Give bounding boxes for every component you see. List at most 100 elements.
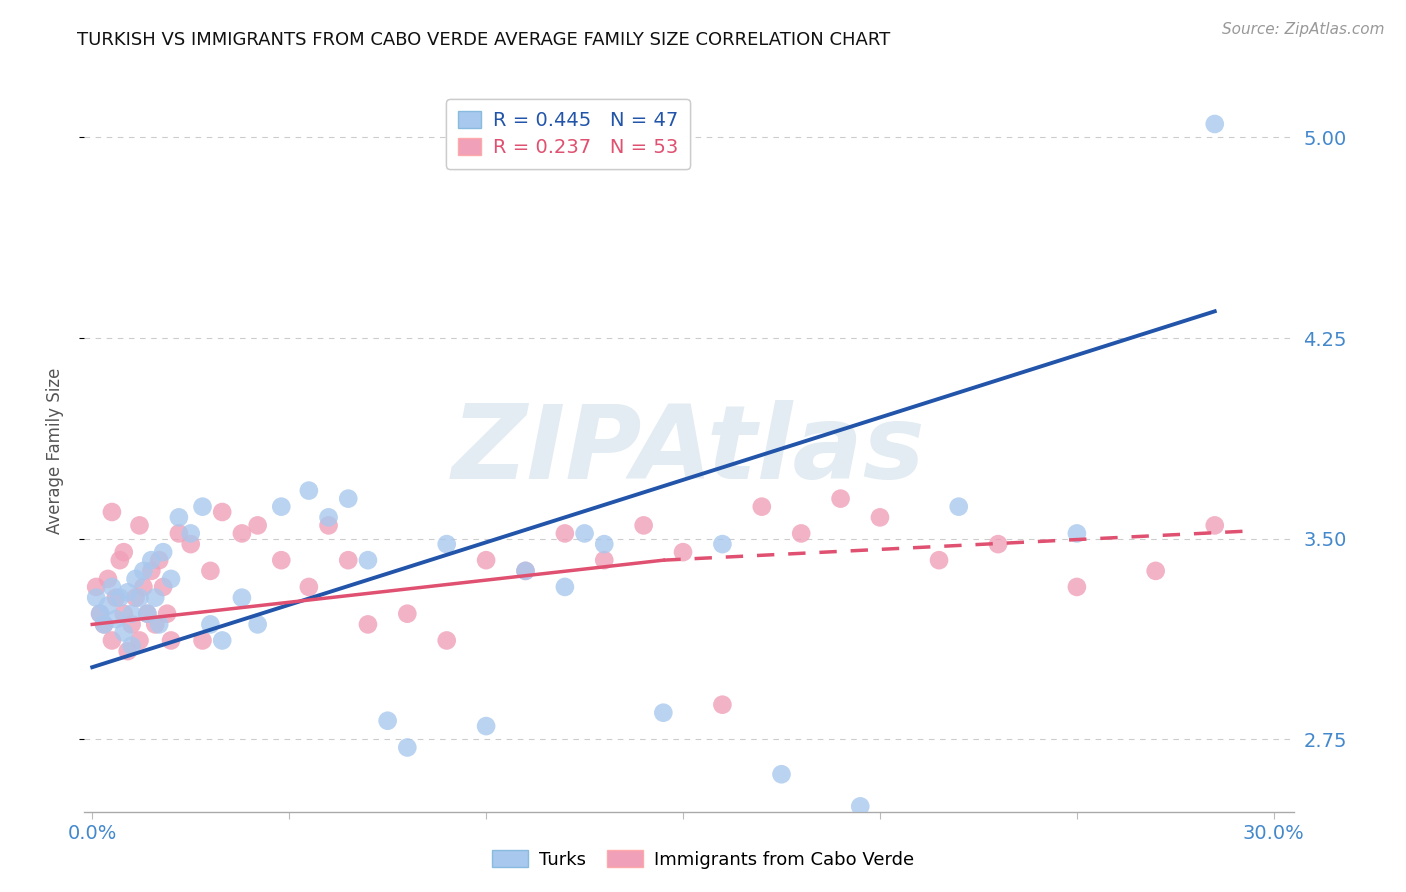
Point (121, 639, 143, 653)
Point (128, 633, 150, 648)
Point (136, 607, 159, 621)
Legend: R = 0.445   N = 47, R = 0.237   N = 53: R = 0.445 N = 47, R = 0.237 N = 53 (446, 99, 690, 169)
Point (298, 483, 321, 498)
Point (436, 633, 458, 648)
Point (148, 553, 170, 567)
Point (200, 617, 222, 632)
Point (475, 553, 498, 567)
Point (180, 537, 202, 551)
Point (141, 564, 163, 578)
Point (377, 714, 399, 728)
Point (270, 553, 292, 567)
Point (136, 607, 159, 621)
Point (515, 564, 537, 578)
Point (231, 591, 253, 605)
Point (104, 612, 127, 626)
Point (89, 607, 111, 621)
Point (246, 617, 269, 632)
Point (246, 518, 269, 533)
Point (337, 491, 360, 506)
Point (104, 591, 127, 605)
Point (1066, 580, 1088, 594)
Point (124, 591, 146, 605)
Point (160, 572, 183, 586)
Point (108, 591, 131, 605)
Point (318, 518, 340, 533)
Point (121, 617, 143, 632)
Point (156, 607, 179, 621)
Point (298, 580, 321, 594)
Point (1204, 117, 1226, 131)
Point (132, 564, 155, 578)
Point (143, 591, 166, 605)
Point (148, 617, 170, 632)
Point (112, 607, 135, 621)
Point (231, 526, 253, 541)
Point (357, 553, 380, 567)
Point (270, 500, 292, 514)
Point (211, 505, 233, 519)
Point (167, 526, 190, 541)
Point (948, 500, 970, 514)
Point (97, 599, 120, 613)
Point (928, 553, 950, 567)
Point (152, 580, 174, 594)
Point (112, 625, 135, 640)
Point (152, 545, 174, 559)
Point (101, 505, 124, 519)
Point (132, 580, 155, 594)
Point (128, 591, 150, 605)
Point (167, 510, 190, 524)
Point (770, 767, 793, 781)
Point (180, 526, 202, 541)
Point (1204, 518, 1226, 533)
Point (84, 591, 107, 605)
Point (337, 553, 360, 567)
Point (89, 607, 111, 621)
Point (554, 526, 576, 541)
Point (1144, 564, 1167, 578)
Point (101, 633, 124, 648)
Point (396, 607, 419, 621)
Point (987, 537, 1010, 551)
Text: ZIPAtlas: ZIPAtlas (453, 400, 925, 501)
Point (515, 564, 537, 578)
Point (108, 553, 131, 567)
Point (554, 580, 576, 594)
Point (396, 740, 419, 755)
Point (211, 633, 233, 648)
Point (869, 510, 891, 524)
Point (711, 698, 734, 712)
Point (128, 518, 150, 533)
Point (117, 644, 139, 658)
Point (318, 510, 340, 524)
Point (436, 537, 458, 551)
Point (574, 526, 596, 541)
Point (711, 537, 734, 551)
Point (191, 500, 214, 514)
Point (593, 553, 616, 567)
Point (1066, 526, 1088, 541)
Legend: Turks, Immigrants from Cabo Verde: Turks, Immigrants from Cabo Verde (485, 843, 921, 876)
Text: Source: ZipAtlas.com: Source: ZipAtlas.com (1222, 22, 1385, 37)
Point (141, 553, 163, 567)
Point (357, 617, 380, 632)
Point (160, 633, 183, 648)
Point (117, 585, 139, 599)
Point (830, 491, 852, 506)
Point (593, 537, 616, 551)
Point (112, 545, 135, 559)
Point (124, 572, 146, 586)
Point (751, 500, 773, 514)
Point (849, 799, 872, 814)
Point (790, 526, 813, 541)
Point (93, 617, 115, 632)
Point (672, 545, 695, 559)
Y-axis label: Average Family Size: Average Family Size (45, 368, 63, 533)
Point (633, 518, 655, 533)
Point (143, 617, 166, 632)
Point (93, 617, 115, 632)
Point (200, 564, 222, 578)
Point (475, 719, 498, 733)
Point (101, 580, 124, 594)
